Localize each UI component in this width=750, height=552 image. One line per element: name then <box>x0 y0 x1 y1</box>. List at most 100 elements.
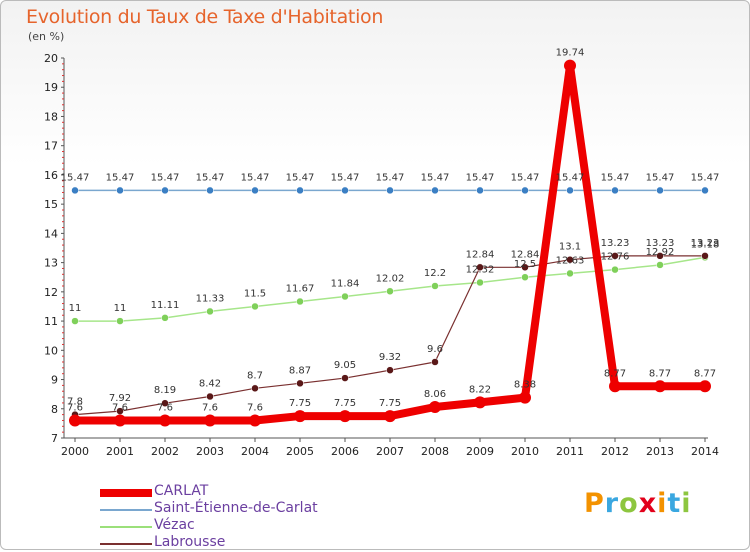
data-label: 8.19 <box>154 385 176 396</box>
data-point <box>521 263 529 272</box>
data-point <box>656 186 664 195</box>
data-label: 11.84 <box>331 279 360 290</box>
x-tick-label: 2013 <box>646 445 674 458</box>
data-label: 7.6 <box>202 402 218 413</box>
x-tick-label: 2006 <box>331 445 359 458</box>
data-label: 15.47 <box>421 172 450 183</box>
data-label: 12.63 <box>556 255 585 266</box>
data-point <box>296 379 304 388</box>
data-point <box>654 380 666 393</box>
x-tick-label: 2009 <box>466 445 494 458</box>
data-point <box>341 374 349 382</box>
data-point <box>611 252 619 260</box>
x-tick-label: 2001 <box>106 445 134 458</box>
y-tick-label: 13 <box>44 257 58 270</box>
legend: CARLAT Saint-Étienne-de-Carlat Vézac Labrou… <box>100 483 360 552</box>
brand-letter: t <box>667 488 682 519</box>
data-point <box>611 265 619 274</box>
legend-swatch <box>100 489 152 497</box>
legend-label: Saint-Étienne-de-Carlat <box>154 500 318 516</box>
y-tick-label: 16 <box>44 169 58 182</box>
data-point <box>609 380 621 393</box>
x-tick-label: 2014 <box>691 445 719 458</box>
legend-item: Vézac <box>100 517 360 535</box>
data-label: 12.2 <box>424 268 446 279</box>
brand-letter: r <box>604 488 620 519</box>
y-tick-label: 10 <box>44 344 58 357</box>
data-label: 8.06 <box>424 389 446 400</box>
data-label: 13.23 <box>646 238 675 249</box>
data-label: 11.67 <box>286 283 315 294</box>
y-tick-label: 11 <box>44 315 58 328</box>
data-label: 11.33 <box>196 293 225 304</box>
data-label: 15.47 <box>106 172 135 183</box>
data-label: 15.47 <box>331 172 360 183</box>
data-label: 15.47 <box>376 172 405 183</box>
data-point <box>116 186 124 195</box>
data-label: 7.6 <box>112 402 128 413</box>
data-label: 15.47 <box>196 172 225 183</box>
data-label: 15.47 <box>556 172 585 183</box>
data-label: 12.92 <box>646 247 675 258</box>
legend-item: Saint-Étienne-de-Carlat <box>100 500 360 518</box>
data-point <box>566 269 574 278</box>
x-tick-label: 2005 <box>286 445 314 458</box>
data-label: 7.75 <box>334 398 356 409</box>
data-point <box>476 278 484 287</box>
data-point <box>341 186 349 195</box>
y-tick-label: 20 <box>44 52 58 65</box>
data-label: 8.87 <box>289 365 311 376</box>
data-point <box>161 186 169 195</box>
data-point <box>521 186 529 195</box>
data-label: 15.47 <box>151 172 180 183</box>
data-point <box>656 261 664 269</box>
brand-logo: Proxiti <box>584 488 692 519</box>
data-point <box>341 292 349 301</box>
data-point <box>701 186 709 195</box>
data-point <box>564 59 576 72</box>
x-tick-label: 2010 <box>511 445 539 458</box>
data-point <box>251 302 259 311</box>
data-label: 15.47 <box>466 172 495 183</box>
legend-item: CARLAT <box>100 483 360 501</box>
data-point <box>386 366 394 374</box>
x-tick-label: 2008 <box>421 445 449 458</box>
data-point <box>429 401 441 414</box>
data-label: 8.7 <box>247 370 263 381</box>
x-tick-label: 2012 <box>601 445 629 458</box>
data-label: 12.32 <box>466 264 495 275</box>
data-point <box>206 186 214 195</box>
data-label: 15.47 <box>691 172 720 183</box>
data-label: 15.47 <box>601 172 630 183</box>
data-label: 15.47 <box>511 172 540 183</box>
data-point <box>566 255 574 264</box>
legend-label: CARLAT <box>154 483 209 499</box>
data-label: 15.47 <box>241 172 270 183</box>
data-label: 7.6 <box>157 402 173 413</box>
data-label: 7.75 <box>289 398 311 409</box>
data-point <box>431 186 439 195</box>
chart-plot-area: 11 11 11.11 11.33 11.5 11.67 11.84 12.02 12.2 12.… <box>61 48 720 427</box>
data-label: 13.23 <box>691 238 720 249</box>
y-tick-label: 14 <box>44 227 58 240</box>
data-label: 9.6 <box>427 344 443 355</box>
data-label: 7.92 <box>109 393 131 404</box>
data-point <box>656 252 664 260</box>
data-label: 9.05 <box>334 360 356 371</box>
data-point <box>431 282 439 290</box>
data-label: 19.74 <box>556 48 585 59</box>
x-tick-label: 2007 <box>376 445 404 458</box>
data-point <box>251 186 259 195</box>
data-point <box>476 263 484 272</box>
data-point <box>519 391 531 404</box>
y-tick-label: 7 <box>51 432 58 445</box>
data-label: 8.22 <box>469 384 491 395</box>
data-point <box>204 414 216 427</box>
data-label: 13.23 <box>601 238 630 249</box>
data-point <box>296 297 304 306</box>
data-point <box>71 186 79 195</box>
data-label: 12.5 <box>514 259 536 270</box>
legend-label: Labrousse <box>154 534 226 550</box>
